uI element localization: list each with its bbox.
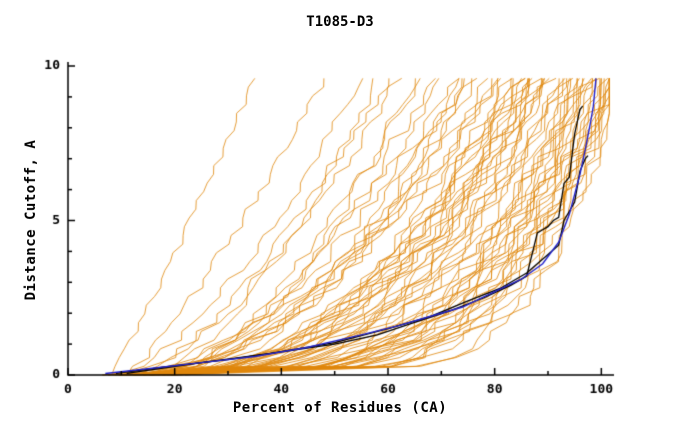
y-axis-label: Distance Cutoff, A bbox=[23, 139, 39, 301]
chart-title: T1085-D3 bbox=[306, 14, 374, 30]
x-axis-label: Percent of Residues (CA) bbox=[232, 400, 448, 416]
